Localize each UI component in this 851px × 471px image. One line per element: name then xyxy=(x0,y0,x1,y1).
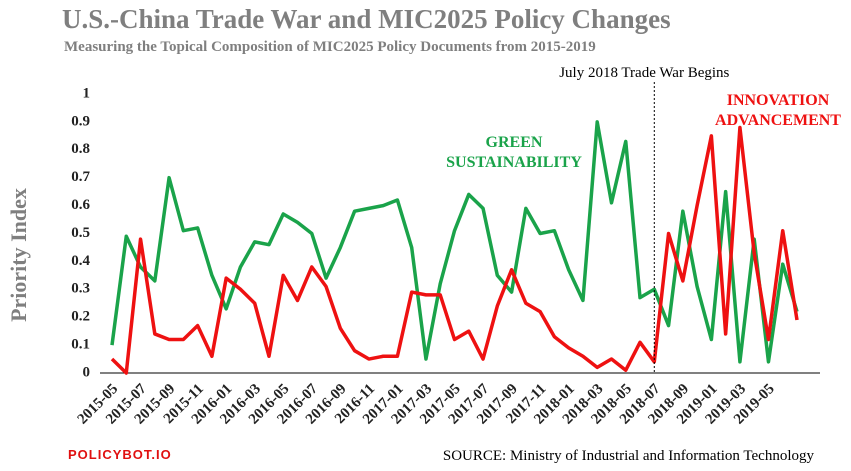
y-tick-label: 0.3 xyxy=(71,281,90,297)
series-label: GREEN xyxy=(486,134,543,151)
y-tick-label: 0.4 xyxy=(71,253,90,269)
event-label: July 2018 Trade War Begins xyxy=(559,65,729,81)
series-label: ADVANCEMENT xyxy=(715,112,841,129)
series-line xyxy=(110,125,799,375)
chart-title: U.S.-China Trade War and MIC2025 Policy … xyxy=(62,4,671,34)
source: SOURCE: Ministry of Industrial and Infor… xyxy=(443,448,815,464)
chart-subtitle: Measuring the Topical Composition of MIC… xyxy=(64,39,596,55)
y-tick-label: 0.7 xyxy=(71,169,90,185)
y-tick-label: 0.6 xyxy=(71,197,90,213)
y-tick-label: 1 xyxy=(83,85,91,101)
series-label: INNOVATION xyxy=(727,92,830,109)
y-tick-label: 0 xyxy=(83,364,91,380)
series-line xyxy=(110,120,799,364)
y-tick-label: 0.1 xyxy=(71,337,90,353)
y-tick-label: 0.8 xyxy=(71,141,90,157)
y-tick-label: 0.9 xyxy=(71,113,90,129)
y-tick-label: 0.5 xyxy=(71,225,90,241)
y-axis-label: Priority Index xyxy=(6,188,31,322)
series-label: SUSTAINABILITY xyxy=(446,154,582,171)
brand: POLICYBOT.IO xyxy=(68,447,172,462)
y-tick-label: 0.2 xyxy=(71,309,90,325)
